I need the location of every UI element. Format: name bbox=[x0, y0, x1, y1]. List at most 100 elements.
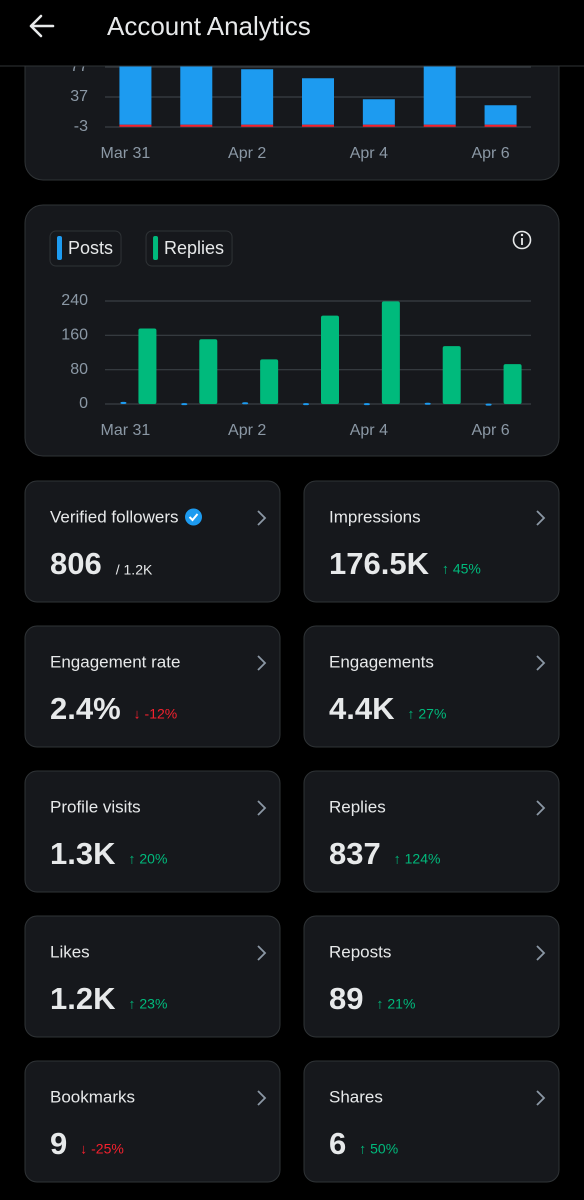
stat-card[interactable] bbox=[303, 770, 560, 893]
stat-change: ↓ -25% bbox=[80, 1141, 124, 1157]
stat-change: ↑ 23% bbox=[128, 996, 167, 1012]
back-button[interactable] bbox=[29, 14, 55, 38]
y-tick-label: 160 bbox=[61, 327, 88, 344]
bar bbox=[442, 346, 461, 404]
stat-change: ↑ 124% bbox=[394, 851, 441, 867]
bar bbox=[424, 402, 431, 405]
stat-change: ↑ 27% bbox=[407, 706, 446, 722]
bar bbox=[120, 401, 127, 404]
stat-label: Shares bbox=[329, 1087, 383, 1106]
chevron bbox=[536, 510, 546, 526]
chevron bbox=[257, 945, 267, 961]
chevron bbox=[257, 800, 267, 816]
stat-change: ↑ 45% bbox=[442, 561, 481, 577]
y-tick-label: 37 bbox=[70, 88, 88, 105]
bar bbox=[484, 124, 517, 127]
bar bbox=[362, 124, 395, 127]
legend-swatch bbox=[153, 236, 159, 260]
bar bbox=[303, 403, 309, 406]
stat-label: Engagement rate bbox=[50, 652, 180, 671]
chevron bbox=[257, 655, 267, 671]
page-title: Account Analytics bbox=[107, 11, 311, 41]
bar bbox=[181, 403, 188, 406]
stat-label: Reposts bbox=[329, 942, 391, 961]
stat-value: 176.5K bbox=[329, 546, 430, 581]
verified-check bbox=[188, 513, 199, 522]
x-tick-label: Apr 4 bbox=[350, 145, 388, 162]
legend-swatch bbox=[57, 236, 62, 260]
bar bbox=[503, 364, 522, 404]
chevron bbox=[536, 1090, 546, 1106]
y-tick-label: 240 bbox=[61, 292, 88, 309]
bar bbox=[260, 359, 279, 404]
x-tick-label: Apr 2 bbox=[228, 145, 266, 162]
chart-card bbox=[24, 204, 560, 457]
stat-value: 806 bbox=[50, 546, 102, 581]
stat-card[interactable] bbox=[303, 625, 560, 748]
stat-label: Profile visits bbox=[50, 797, 141, 816]
bar bbox=[199, 339, 218, 404]
bar bbox=[119, 124, 152, 127]
stat-change: ↑ 20% bbox=[128, 851, 167, 867]
chevron bbox=[536, 800, 546, 816]
x-tick-label: Apr 6 bbox=[471, 422, 509, 439]
stat-change: ↑ 50% bbox=[359, 1141, 398, 1157]
chevron bbox=[257, 1090, 267, 1106]
header: Account Analytics bbox=[0, 0, 584, 67]
bar bbox=[423, 124, 456, 127]
info-icon[interactable] bbox=[512, 230, 532, 250]
x-tick-label: Apr 2 bbox=[228, 422, 266, 439]
legend-label: Replies bbox=[164, 238, 224, 258]
stat-label: Likes bbox=[50, 942, 90, 961]
stat-card[interactable] bbox=[24, 770, 281, 893]
chevron bbox=[536, 945, 546, 961]
bar bbox=[138, 328, 157, 404]
x-tick-label: Apr 6 bbox=[471, 145, 509, 162]
legend-chip[interactable] bbox=[49, 230, 122, 267]
stat-card[interactable] bbox=[24, 1060, 281, 1183]
stat-card[interactable] bbox=[24, 480, 281, 603]
stat-total: / 1.2K bbox=[116, 562, 153, 578]
stat-value: 1.2K bbox=[50, 981, 116, 1016]
stat-value: 9 bbox=[50, 1126, 67, 1161]
chevron bbox=[536, 655, 546, 671]
bar bbox=[180, 58, 213, 125]
stat-label: Replies bbox=[329, 797, 386, 816]
stat-value: 2.4% bbox=[50, 691, 121, 726]
bar bbox=[241, 124, 274, 127]
header-bg bbox=[0, 0, 584, 66]
stat-card[interactable] bbox=[24, 625, 281, 748]
stat-value: 6 bbox=[329, 1126, 346, 1161]
bar bbox=[484, 105, 517, 125]
stat-change: ↑ 21% bbox=[376, 996, 415, 1012]
stat-value: 89 bbox=[329, 981, 363, 1016]
legend-chip[interactable] bbox=[145, 230, 233, 267]
x-tick-label: Mar 31 bbox=[101, 145, 151, 162]
stat-label: Engagements bbox=[329, 652, 434, 671]
x-tick-label: Mar 31 bbox=[101, 422, 151, 439]
stat-label: Bookmarks bbox=[50, 1087, 135, 1106]
stat-card[interactable] bbox=[303, 480, 560, 603]
stat-change: ↓ -12% bbox=[134, 706, 178, 722]
bar bbox=[485, 403, 492, 406]
bar bbox=[302, 124, 334, 127]
verified-badge bbox=[185, 508, 203, 526]
bar bbox=[381, 301, 400, 404]
bar bbox=[242, 402, 249, 405]
bar bbox=[362, 99, 395, 125]
y-tick-label: -3 bbox=[74, 118, 88, 135]
stat-card[interactable] bbox=[24, 915, 281, 1038]
stat-card[interactable] bbox=[303, 915, 560, 1038]
stat-value: 4.4K bbox=[329, 691, 395, 726]
stat-value: 837 bbox=[329, 836, 381, 871]
bar bbox=[363, 403, 370, 406]
y-tick-label: 0 bbox=[79, 395, 88, 412]
stat-card[interactable] bbox=[303, 1060, 560, 1183]
legend-label: Posts bbox=[68, 238, 113, 258]
bar bbox=[302, 78, 334, 125]
stat-label: Impressions bbox=[329, 507, 421, 526]
chevron bbox=[257, 510, 267, 526]
